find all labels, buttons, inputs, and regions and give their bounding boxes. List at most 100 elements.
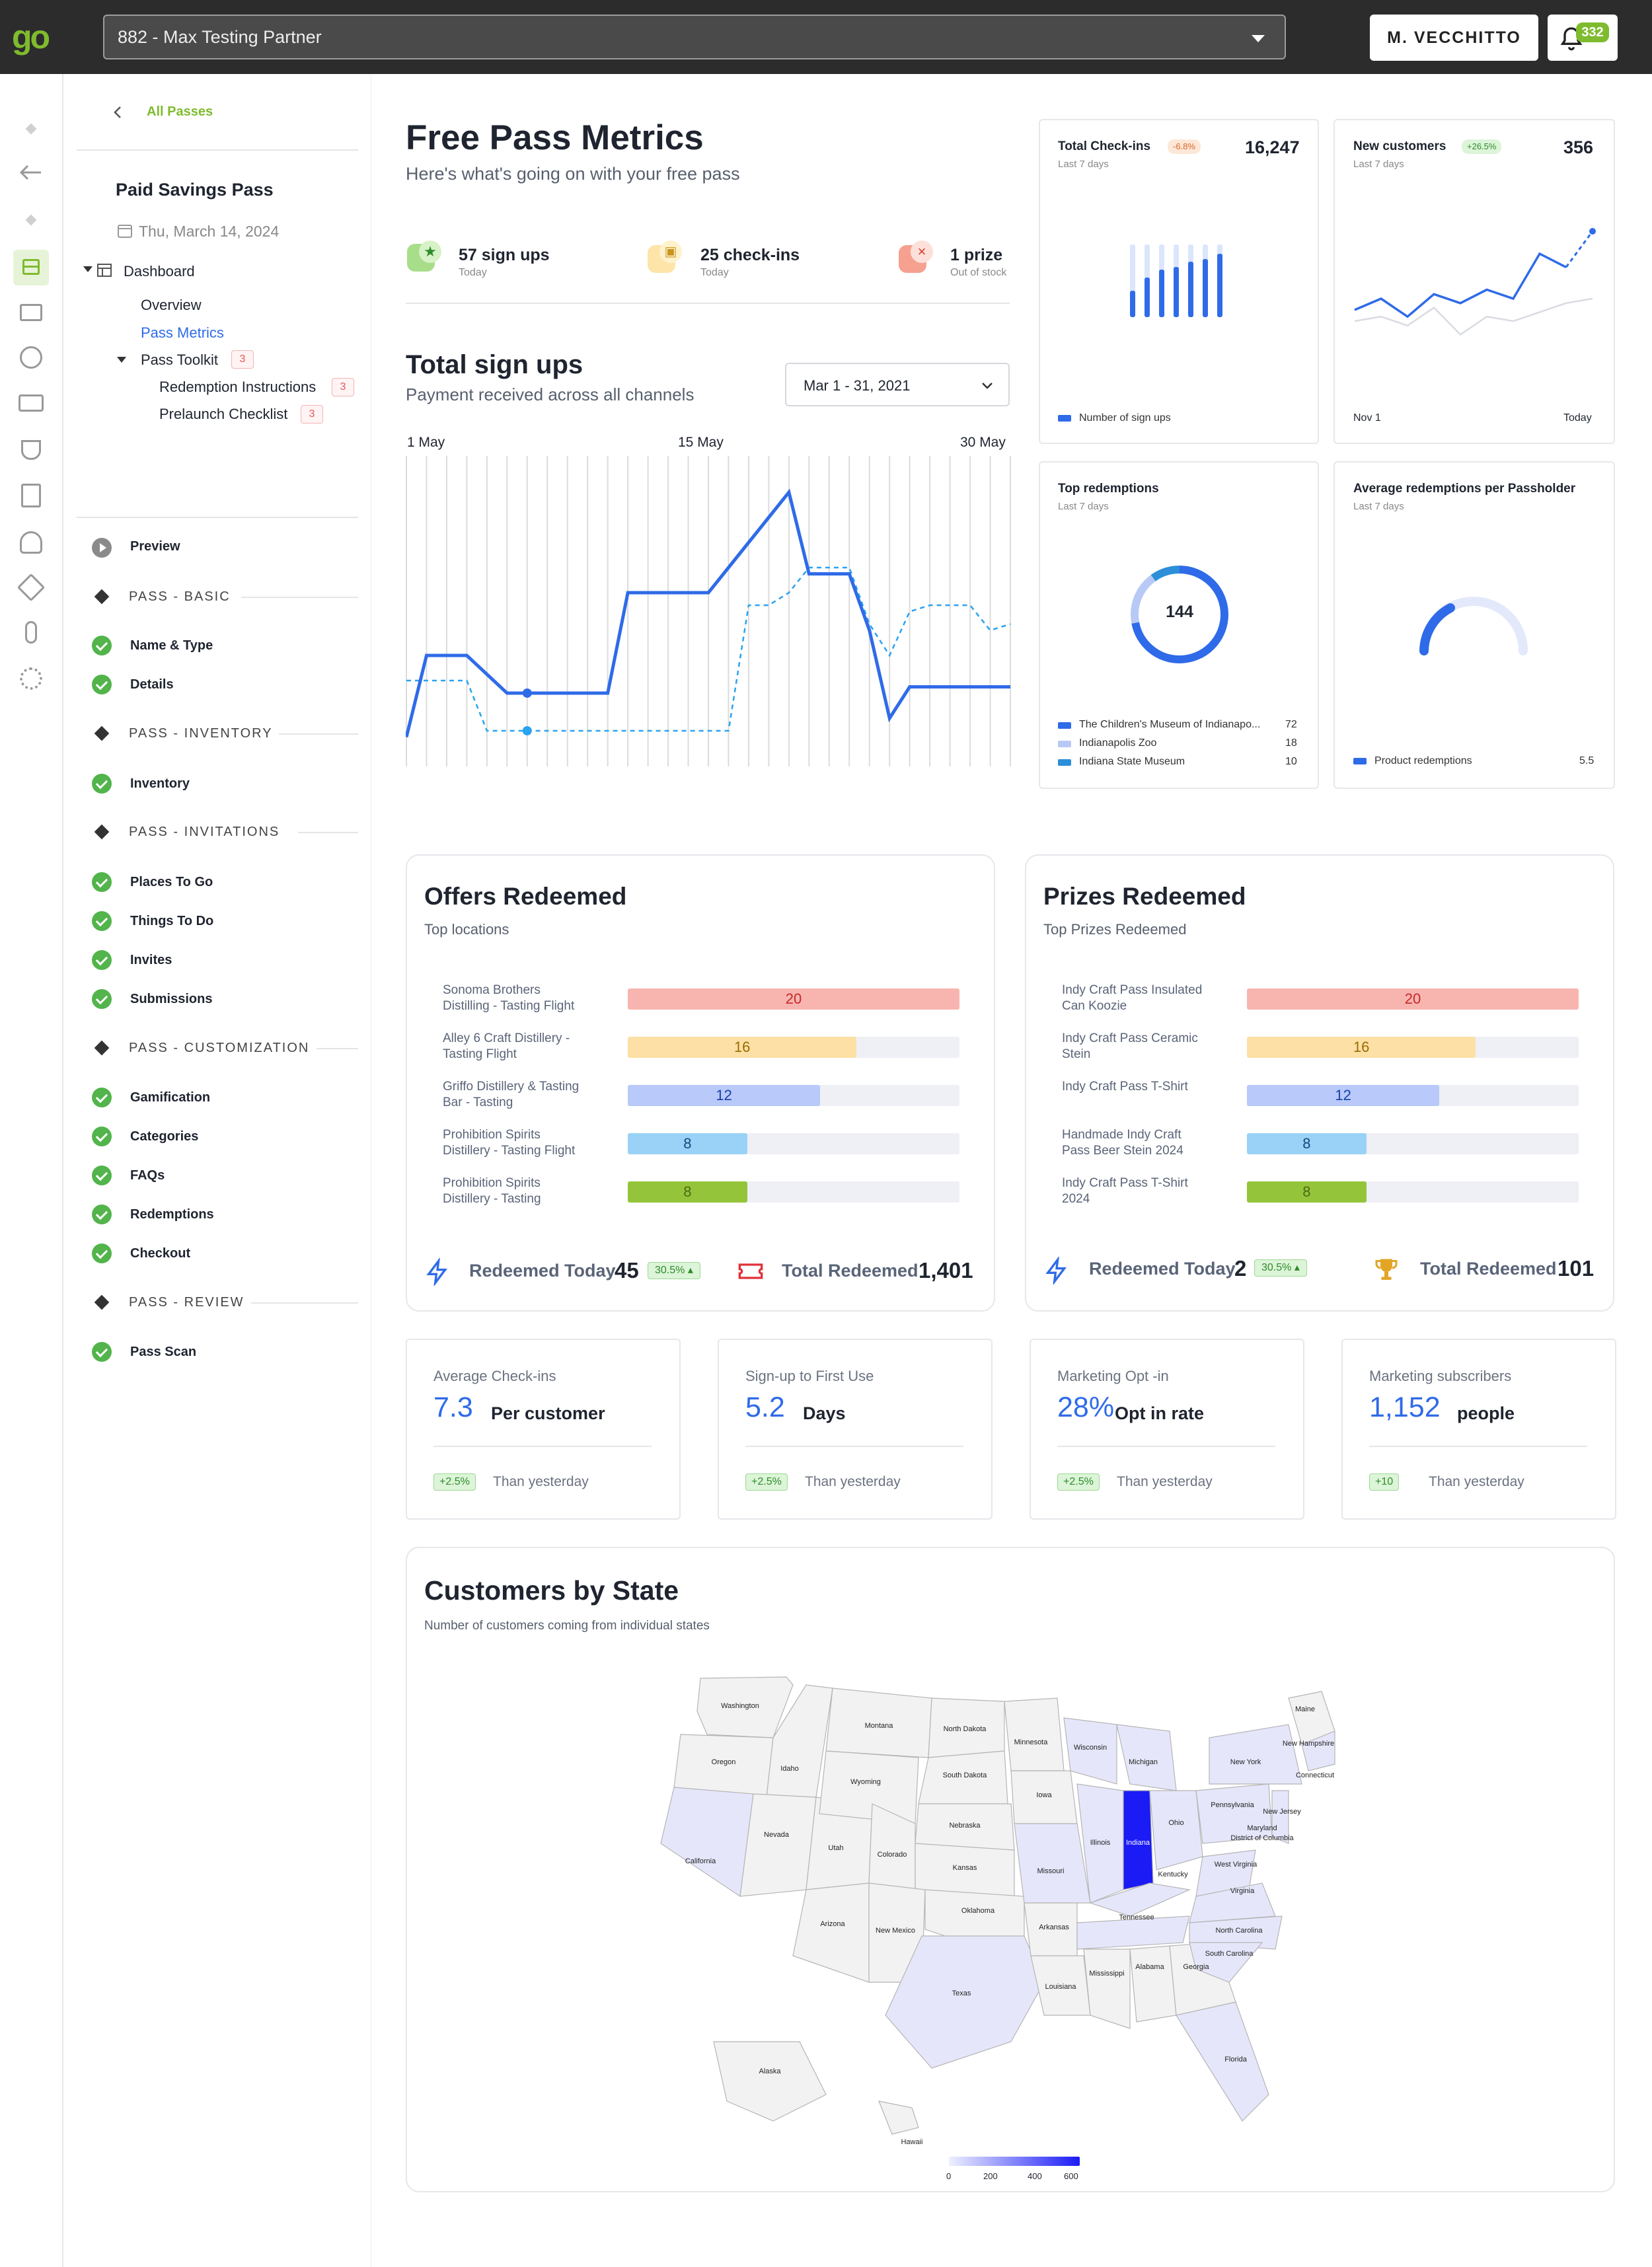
- page-title: Free Pass Metrics: [406, 118, 704, 157]
- state-north-carolina: [1189, 1915, 1283, 1950]
- sidebar-item[interactable]: Checkout: [130, 1246, 191, 1261]
- sidebar-item[interactable]: Details: [130, 677, 174, 692]
- bar: [1203, 259, 1208, 317]
- row-label: Prohibition Spirits: [443, 1176, 541, 1190]
- trophy-icon: [1375, 1259, 1398, 1280]
- topred-title: Top redemptions: [1058, 482, 1159, 496]
- checkins-delta: -6.8%: [1168, 139, 1201, 154]
- dashboard-icon[interactable]: [13, 250, 49, 285]
- state-label: Idaho: [780, 1765, 799, 1773]
- check-circle-icon: [92, 1088, 112, 1107]
- row-label: 2024: [1062, 1192, 1090, 1206]
- all-passes-link[interactable]: All Passes: [147, 104, 213, 119]
- top-bar: go 882 - Max Testing Partner M. VECCHITT…: [0, 0, 1652, 74]
- state-nevada: [739, 1793, 817, 1897]
- sidebar-item[interactable]: Inventory: [130, 776, 190, 791]
- newcust-delta: +26.5%: [1462, 139, 1502, 154]
- sidebar-item[interactable]: Places To Go: [130, 875, 213, 889]
- check-circle-icon: [92, 675, 112, 694]
- sidebar-item[interactable]: Submissions: [130, 992, 213, 1006]
- state-idaho: [766, 1684, 833, 1798]
- state-wyoming: [819, 1750, 919, 1824]
- sidebar-item-pass-toolkit[interactable]: Pass Toolkit: [141, 352, 218, 368]
- check-circle-icon: [92, 1342, 112, 1362]
- bar: [1217, 254, 1222, 317]
- date-range-select[interactable]: Mar 1 - 31, 2021: [785, 363, 1010, 406]
- sidebar-item[interactable]: Categories: [130, 1129, 199, 1144]
- legend-value: 18: [1285, 737, 1297, 749]
- trophy-icon[interactable]: [21, 440, 41, 460]
- stat-card: [718, 1339, 993, 1520]
- state-alabama: [1129, 1945, 1177, 2023]
- row-label: Indy Craft Pass T-Shirt: [1062, 1176, 1188, 1190]
- stat-card-title: Marketing subscribers: [1369, 1368, 1512, 1384]
- stat-card: [1030, 1339, 1304, 1520]
- newcust-value: 356: [1563, 137, 1594, 157]
- sidebar-item[interactable]: FAQs: [130, 1168, 165, 1183]
- partner-select[interactable]: 882 - Max Testing Partner: [103, 15, 1286, 59]
- sidebar-item[interactable]: Things To Do: [130, 914, 214, 928]
- partner-select-value: 882 - Max Testing Partner: [118, 27, 322, 47]
- divider: [77, 149, 358, 151]
- report-icon[interactable]: [21, 484, 41, 507]
- sidebar-item[interactable]: Gamification: [130, 1090, 211, 1105]
- tag-icon[interactable]: [17, 573, 46, 602]
- pass-name: Paid Savings Pass: [116, 180, 274, 200]
- bar: [1159, 270, 1164, 317]
- state-label: Michigan: [1129, 1758, 1158, 1766]
- row-label: Distillery - Tasting Flight: [443, 1144, 576, 1158]
- sidebar-item-prelaunch-checklist[interactable]: Prelaunch Checklist: [159, 406, 288, 422]
- notification-count-badge: 332: [1576, 22, 1609, 42]
- sidebar-item[interactable]: Pass Scan: [130, 1345, 197, 1359]
- state-label: Florida: [1224, 2056, 1248, 2063]
- user-button[interactable]: M. VECCHITTO: [1370, 15, 1538, 61]
- chevron-left-icon[interactable]: [112, 104, 123, 120]
- ticket-icon[interactable]: [19, 394, 44, 412]
- map-subtitle: Number of customers coming from individu…: [424, 1619, 710, 1633]
- check-circle-icon: [92, 774, 112, 794]
- globe-icon[interactable]: [20, 346, 42, 369]
- bar-track: 16: [1247, 1037, 1579, 1058]
- stat-signups-value: 57 sign ups: [459, 246, 550, 264]
- state-arizona: [792, 1882, 870, 1983]
- bar-track: 8: [628, 1181, 959, 1203]
- caret-down-icon: [1252, 35, 1265, 42]
- lightning-icon: [1045, 1257, 1067, 1284]
- pass-date: Thu, March 14, 2024: [139, 223, 280, 240]
- sidebar-item-dashboard[interactable]: Dashboard: [124, 263, 195, 279]
- sidebar-item[interactable]: Name & Type: [130, 638, 213, 653]
- gauge-track: [1419, 597, 1528, 655]
- go-logo[interactable]: go: [12, 19, 50, 56]
- state-alaska: [713, 2041, 827, 2122]
- stat-prize-value: 1 prize: [950, 246, 1003, 264]
- sidebar-item[interactable]: Redemptions: [130, 1207, 214, 1222]
- users-icon[interactable]: [20, 531, 42, 554]
- id-card-icon[interactable]: [20, 304, 42, 321]
- state-label: Kansas: [953, 1864, 977, 1872]
- state-minnesota: [1004, 1697, 1065, 1771]
- sidebar-item-overview[interactable]: Overview: [141, 297, 202, 313]
- sidebar-item-pass-metrics[interactable]: Pass Metrics: [141, 324, 224, 341]
- divider: [1369, 1446, 1587, 1447]
- series-line-dashed: [406, 566, 1011, 732]
- state-new-england: [1301, 1730, 1335, 1771]
- microphone-icon[interactable]: [25, 621, 37, 644]
- state-label: Utah: [828, 1844, 843, 1852]
- state-label: Connecticut: [1296, 1771, 1334, 1779]
- offers-total-value: 1,401: [919, 1258, 973, 1282]
- count-badge: 3: [231, 350, 254, 369]
- check-circle-icon: [92, 1205, 112, 1224]
- caret-down-icon[interactable]: [83, 266, 93, 272]
- back-arrow-icon[interactable]: [17, 163, 44, 182]
- bar-fill: 16: [1247, 1037, 1476, 1058]
- dashboard-small-icon: [97, 264, 112, 277]
- caret-down-icon[interactable]: [117, 357, 126, 363]
- settings-icon[interactable]: [20, 667, 42, 690]
- state-wisconsin: [1063, 1717, 1117, 1785]
- sidebar-item-redemption-instructions[interactable]: Redemption Instructions: [159, 379, 317, 395]
- sidebar-item-preview[interactable]: Preview: [130, 539, 180, 554]
- sidebar-item[interactable]: Invites: [130, 953, 172, 967]
- section-title: PASS - REVIEW: [129, 1295, 244, 1310]
- row-label: Pass Beer Stein 2024: [1062, 1144, 1183, 1158]
